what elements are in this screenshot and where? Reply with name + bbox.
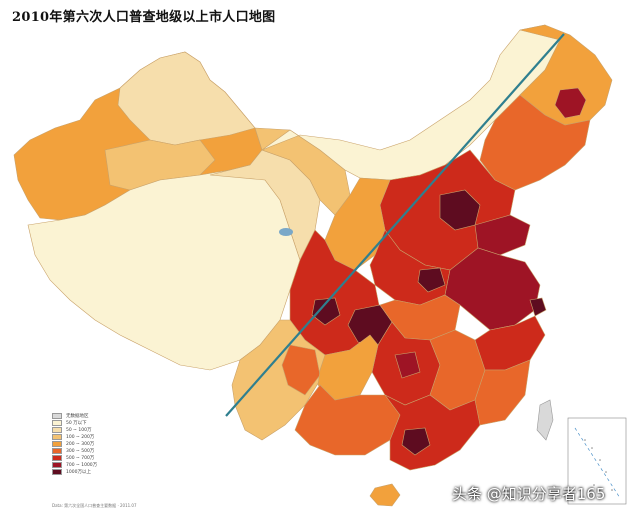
region-guangzhou — [401, 427, 431, 456]
region-hainan — [369, 483, 401, 507]
legend-label: 500 ~ 700万 — [66, 455, 95, 461]
legend-entry: 700 ~ 1000万 — [52, 461, 97, 468]
region-taiwan — [536, 399, 554, 441]
map-legend: 无数据地区 50 万以下 50 ~ 100万 100 ~ 200万 200 ~ 300万… — [52, 412, 97, 475]
region-fujian — [474, 359, 531, 426]
legend-swatch — [52, 412, 62, 419]
legend-swatch — [52, 419, 62, 426]
legend-entry: 500 ~ 700万 — [52, 454, 97, 461]
south-china-sea-inset — [567, 417, 627, 505]
legend-label: 700 ~ 1000万 — [66, 462, 98, 468]
legend-entry: 1000万以上 — [52, 468, 97, 475]
legend-swatch — [52, 447, 62, 454]
legend-swatch — [52, 461, 62, 468]
legend-label: 无数据地区 — [66, 413, 89, 419]
qinghai-lake — [279, 228, 293, 236]
legend-entry: 50 ~ 100万 — [52, 426, 97, 433]
legend-swatch — [52, 468, 62, 475]
legend-label: 200 ~ 300万 — [66, 441, 95, 447]
region-guizhou — [317, 334, 379, 401]
legend-entry: 无数据地区 — [52, 412, 97, 419]
region-hunan-dark — [394, 351, 421, 379]
legend-label: 50 ~ 100万 — [66, 427, 92, 433]
legend-swatch — [52, 440, 62, 447]
region-yunnan-east — [281, 344, 321, 396]
region-jilin-liaoning — [479, 94, 591, 191]
inset-islands — [584, 439, 613, 491]
inset-dash-line — [574, 427, 621, 499]
legend-label: 50 万以下 — [66, 420, 87, 426]
legend-swatch — [52, 433, 62, 440]
legend-entry: 200 ~ 300万 — [52, 440, 97, 447]
map-land — [13, 24, 613, 507]
legend-entry: 50 万以下 — [52, 419, 97, 426]
region-shanghai — [529, 297, 547, 317]
legend-entry: 100 ~ 200万 — [52, 433, 97, 440]
region-guangdong — [384, 394, 481, 471]
region-tarim — [104, 139, 216, 191]
region-harbin — [554, 87, 587, 119]
legend-footer: Data: 第六次全国人口普查主要数据 · 2011.07 — [52, 503, 137, 508]
watermark: 头条 @知识分享者165 — [452, 485, 606, 503]
legend-label: 1000万以上 — [66, 469, 91, 475]
legend-swatch — [52, 454, 62, 461]
map-title: 2010年第六次人口普查地级以上市人口地图 — [12, 10, 276, 25]
region-xinjiang-light — [117, 51, 256, 146]
legend-label: 300 ~ 500万 — [66, 448, 95, 454]
region-chengdu — [311, 297, 341, 326]
legend-label: 100 ~ 200万 — [66, 434, 95, 440]
region-henan-dark — [417, 267, 446, 293]
legend-entry: 300 ~ 500万 — [52, 447, 97, 454]
legend-swatch — [52, 426, 62, 433]
hu-line — [225, 33, 565, 417]
